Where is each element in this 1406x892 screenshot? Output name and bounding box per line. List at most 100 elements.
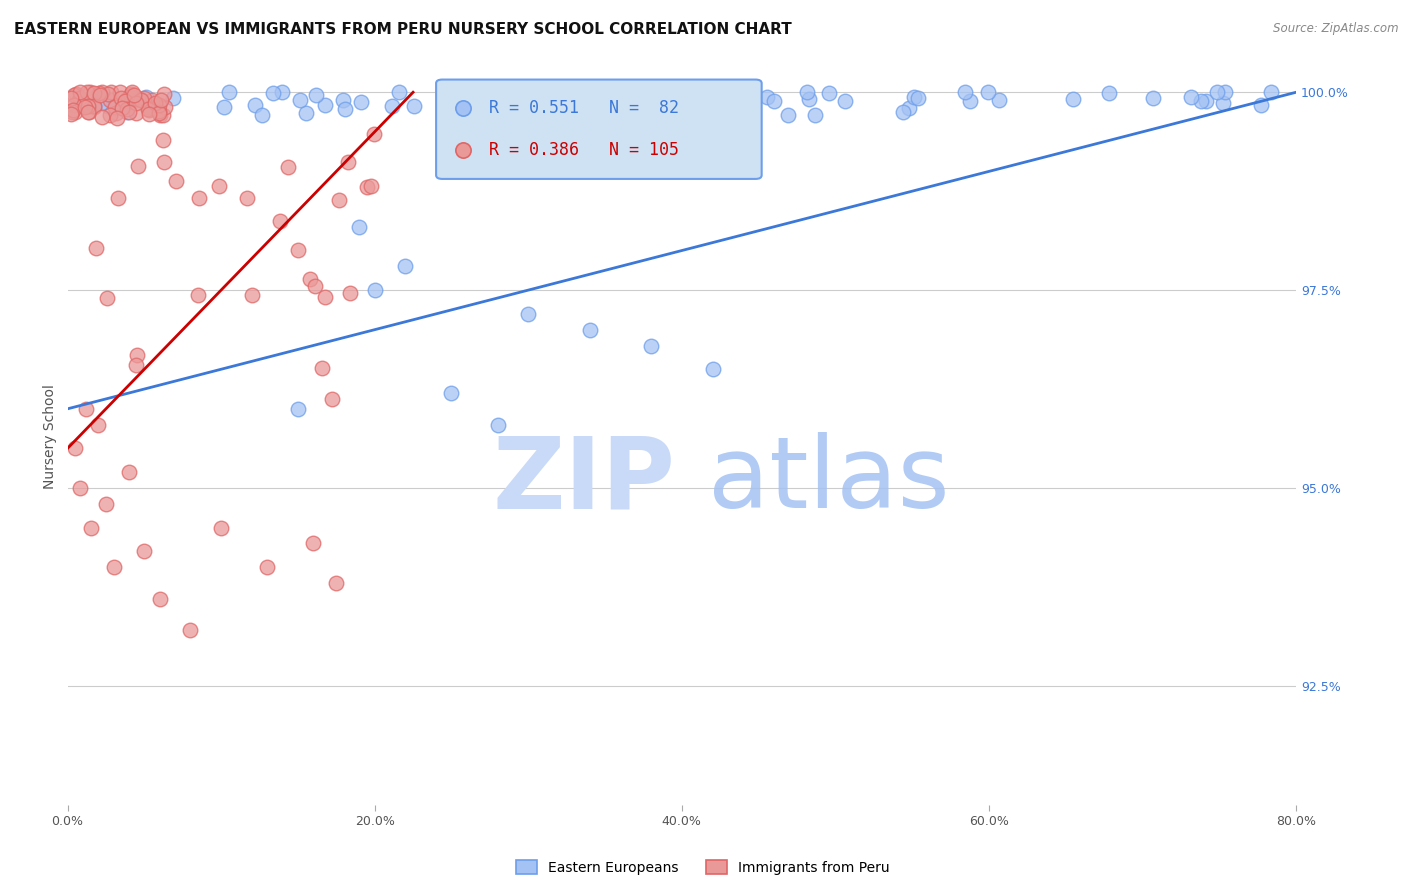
Point <box>277 160 299 174</box>
Point <box>105 106 128 120</box>
Point <box>314 98 336 112</box>
Point <box>574 93 596 107</box>
Point <box>104 100 127 114</box>
Point <box>599 103 621 118</box>
Point <box>492 91 515 105</box>
Point <box>288 93 311 107</box>
Point <box>98 93 121 107</box>
Point <box>141 93 163 107</box>
Point <box>179 624 201 638</box>
Point <box>339 286 361 301</box>
Point <box>150 93 173 107</box>
Point <box>153 100 176 114</box>
Point <box>208 179 231 194</box>
Text: ZIP: ZIP <box>492 433 675 529</box>
Point <box>96 291 118 305</box>
Point <box>98 108 121 122</box>
Point <box>63 87 86 102</box>
Point <box>332 93 354 107</box>
Point <box>834 94 856 108</box>
Point <box>1212 95 1234 110</box>
Point <box>188 191 211 205</box>
Point <box>486 417 509 432</box>
Point <box>270 85 292 99</box>
Point <box>110 91 132 105</box>
Point <box>75 100 97 114</box>
Point <box>97 87 120 101</box>
Point <box>218 85 240 99</box>
Point <box>117 91 139 105</box>
Point <box>762 94 785 108</box>
Text: EASTERN EUROPEAN VS IMMIGRANTS FROM PERU NURSERY SCHOOL CORRELATION CHART: EASTERN EUROPEAN VS IMMIGRANTS FROM PERU… <box>14 22 792 37</box>
Point <box>60 105 83 120</box>
Point <box>287 401 309 416</box>
Point <box>1180 89 1202 103</box>
Point <box>305 88 328 103</box>
Point <box>321 392 343 406</box>
Point <box>640 338 662 352</box>
Point <box>388 85 411 99</box>
Point <box>243 97 266 112</box>
Point <box>585 85 607 99</box>
Point <box>263 86 285 100</box>
Point <box>124 106 146 120</box>
Point <box>105 111 128 125</box>
FancyBboxPatch shape <box>436 79 762 179</box>
Point <box>1205 85 1227 99</box>
Point <box>517 307 540 321</box>
Point <box>111 101 134 115</box>
Point <box>607 105 630 120</box>
Point <box>83 100 105 114</box>
Point <box>450 85 472 99</box>
Point <box>69 481 91 495</box>
Point <box>100 85 122 99</box>
Point <box>394 260 416 274</box>
Point <box>125 96 148 111</box>
Point <box>120 87 142 101</box>
Point <box>165 174 187 188</box>
Point <box>89 88 111 103</box>
Point <box>122 87 145 102</box>
Point <box>718 98 741 112</box>
Point <box>114 94 136 108</box>
Point <box>537 90 560 104</box>
Point <box>138 103 160 117</box>
Point <box>83 86 105 100</box>
Point <box>77 105 100 120</box>
Point <box>69 85 91 99</box>
Point <box>363 127 385 141</box>
Point <box>108 86 131 100</box>
Point <box>63 442 86 456</box>
Point <box>287 243 309 257</box>
Point <box>363 283 385 297</box>
Point <box>302 536 325 550</box>
Text: R = 0.551   N =  82: R = 0.551 N = 82 <box>489 99 679 117</box>
Point <box>76 85 98 99</box>
Point <box>1260 85 1282 99</box>
Point <box>240 288 263 302</box>
Point <box>803 108 825 122</box>
Point <box>212 100 235 114</box>
Point <box>127 159 149 173</box>
Point <box>128 92 150 106</box>
Point <box>690 85 713 99</box>
Point <box>325 576 347 591</box>
Point <box>76 105 98 120</box>
Point <box>733 85 755 99</box>
Point <box>63 104 86 119</box>
Point <box>506 103 529 118</box>
Point <box>298 271 321 285</box>
Point <box>360 179 382 194</box>
Point <box>91 110 114 124</box>
Point <box>122 93 145 107</box>
Text: atlas: atlas <box>709 433 950 529</box>
Point <box>817 87 839 101</box>
Point <box>593 90 616 104</box>
Text: Source: ZipAtlas.com: Source: ZipAtlas.com <box>1274 22 1399 36</box>
Point <box>152 87 174 101</box>
Point <box>505 85 527 99</box>
Point <box>87 417 110 432</box>
Point <box>333 103 356 117</box>
Point <box>94 497 117 511</box>
Point <box>62 103 84 117</box>
